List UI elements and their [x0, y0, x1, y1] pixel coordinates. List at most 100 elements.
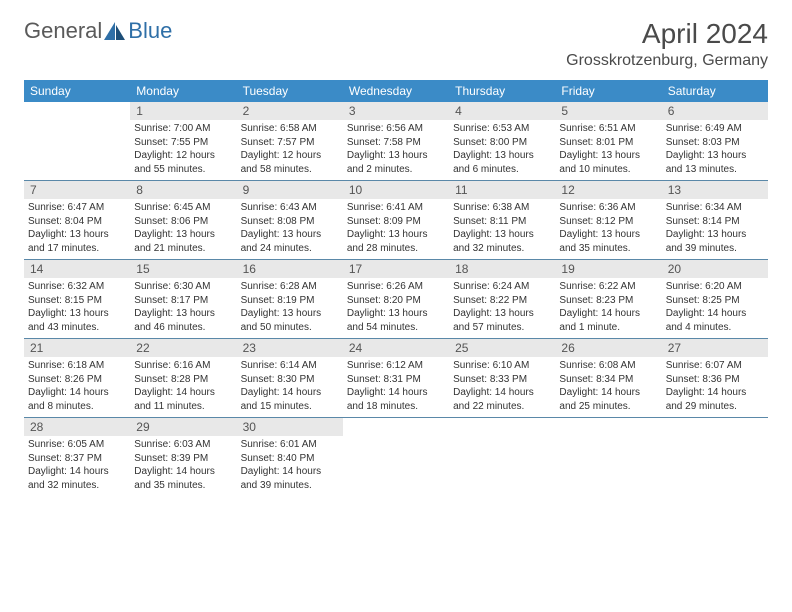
day-sunset: Sunset: 8:12 PM: [559, 215, 657, 229]
day-daylight2: and 17 minutes.: [28, 242, 126, 256]
day-body: Sunrise: 6:01 AMSunset: 8:40 PMDaylight:…: [237, 436, 343, 496]
day-sunset: Sunset: 7:57 PM: [241, 136, 339, 150]
day-number: 20: [662, 260, 768, 278]
day-daylight1: Daylight: 12 hours: [241, 149, 339, 163]
day-daylight1: Daylight: 13 hours: [559, 228, 657, 242]
day-sunrise: Sunrise: 6:34 AM: [666, 201, 764, 215]
day-sunrise: Sunrise: 6:14 AM: [241, 359, 339, 373]
day-sunrise: Sunrise: 6:26 AM: [347, 280, 445, 294]
day-sunset: Sunset: 8:20 PM: [347, 294, 445, 308]
month-title: April 2024: [566, 18, 768, 50]
day-sunset: Sunset: 8:26 PM: [28, 373, 126, 387]
day-daylight2: and 32 minutes.: [453, 242, 551, 256]
day-sunset: Sunset: 8:00 PM: [453, 136, 551, 150]
weekday-header: Sunday: [24, 80, 130, 102]
day-daylight2: and 4 minutes.: [666, 321, 764, 335]
calendar-day: 21Sunrise: 6:18 AMSunset: 8:26 PMDayligh…: [24, 339, 130, 417]
day-daylight1: Daylight: 13 hours: [28, 307, 126, 321]
day-body: Sunrise: 6:12 AMSunset: 8:31 PMDaylight:…: [343, 357, 449, 417]
day-daylight1: Daylight: 12 hours: [134, 149, 232, 163]
day-body: [343, 422, 449, 428]
day-daylight1: Daylight: 13 hours: [28, 228, 126, 242]
day-sunrise: Sunrise: 6:18 AM: [28, 359, 126, 373]
weekday-header: Saturday: [662, 80, 768, 102]
day-number: 4: [449, 102, 555, 120]
calendar-day: 7Sunrise: 6:47 AMSunset: 8:04 PMDaylight…: [24, 181, 130, 259]
calendar-day: 6Sunrise: 6:49 AMSunset: 8:03 PMDaylight…: [662, 102, 768, 180]
day-number: 10: [343, 181, 449, 199]
day-sunset: Sunset: 8:11 PM: [453, 215, 551, 229]
day-number: 1: [130, 102, 236, 120]
day-daylight1: Daylight: 14 hours: [134, 465, 232, 479]
day-sunrise: Sunrise: 6:07 AM: [666, 359, 764, 373]
day-daylight1: Daylight: 13 hours: [666, 149, 764, 163]
day-body: Sunrise: 6:18 AMSunset: 8:26 PMDaylight:…: [24, 357, 130, 417]
day-daylight2: and 21 minutes.: [134, 242, 232, 256]
day-sunrise: Sunrise: 6:56 AM: [347, 122, 445, 136]
day-daylight1: Daylight: 13 hours: [453, 307, 551, 321]
weekday-header-row: Sunday Monday Tuesday Wednesday Thursday…: [24, 80, 768, 102]
day-daylight2: and 29 minutes.: [666, 400, 764, 414]
calendar-day: 3Sunrise: 6:56 AMSunset: 7:58 PMDaylight…: [343, 102, 449, 180]
day-body: Sunrise: 7:00 AMSunset: 7:55 PMDaylight:…: [130, 120, 236, 180]
calendar-day: 11Sunrise: 6:38 AMSunset: 8:11 PMDayligh…: [449, 181, 555, 259]
day-body: Sunrise: 6:05 AMSunset: 8:37 PMDaylight:…: [24, 436, 130, 496]
day-number: 19: [555, 260, 661, 278]
calendar-day: 4Sunrise: 6:53 AMSunset: 8:00 PMDaylight…: [449, 102, 555, 180]
day-daylight2: and 35 minutes.: [134, 479, 232, 493]
calendar-day: 9Sunrise: 6:43 AMSunset: 8:08 PMDaylight…: [237, 181, 343, 259]
day-sunrise: Sunrise: 6:12 AM: [347, 359, 445, 373]
day-sunrise: Sunrise: 6:28 AM: [241, 280, 339, 294]
day-number: 11: [449, 181, 555, 199]
day-sunset: Sunset: 8:28 PM: [134, 373, 232, 387]
day-body: Sunrise: 6:32 AMSunset: 8:15 PMDaylight:…: [24, 278, 130, 338]
day-daylight2: and 43 minutes.: [28, 321, 126, 335]
day-daylight1: Daylight: 13 hours: [347, 228, 445, 242]
day-daylight1: Daylight: 13 hours: [347, 149, 445, 163]
logo: General Blue: [24, 18, 172, 44]
day-sunset: Sunset: 8:19 PM: [241, 294, 339, 308]
title-block: April 2024 Grosskrotzenburg, Germany: [566, 18, 768, 70]
day-number: 7: [24, 181, 130, 199]
day-sunrise: Sunrise: 6:32 AM: [28, 280, 126, 294]
calendar-day: 20Sunrise: 6:20 AMSunset: 8:25 PMDayligh…: [662, 260, 768, 338]
day-sunset: Sunset: 8:40 PM: [241, 452, 339, 466]
day-sunrise: Sunrise: 6:49 AM: [666, 122, 764, 136]
day-daylight2: and 57 minutes.: [453, 321, 551, 335]
day-sunset: Sunset: 8:34 PM: [559, 373, 657, 387]
day-body: Sunrise: 6:10 AMSunset: 8:33 PMDaylight:…: [449, 357, 555, 417]
day-body: Sunrise: 6:41 AMSunset: 8:09 PMDaylight:…: [343, 199, 449, 259]
calendar-day: 8Sunrise: 6:45 AMSunset: 8:06 PMDaylight…: [130, 181, 236, 259]
day-daylight2: and 1 minute.: [559, 321, 657, 335]
day-number: 12: [555, 181, 661, 199]
logo-text-general: General: [24, 18, 102, 44]
day-number: 16: [237, 260, 343, 278]
day-body: Sunrise: 6:56 AMSunset: 7:58 PMDaylight:…: [343, 120, 449, 180]
calendar-week: 1Sunrise: 7:00 AMSunset: 7:55 PMDaylight…: [24, 102, 768, 181]
day-sunset: Sunset: 8:36 PM: [666, 373, 764, 387]
day-sunset: Sunset: 8:14 PM: [666, 215, 764, 229]
day-sunset: Sunset: 8:33 PM: [453, 373, 551, 387]
logo-text-blue: Blue: [128, 18, 172, 44]
day-number: 5: [555, 102, 661, 120]
day-daylight1: Daylight: 14 hours: [559, 386, 657, 400]
weekday-header: Monday: [130, 80, 236, 102]
calendar-day: [24, 102, 130, 180]
calendar-day: 2Sunrise: 6:58 AMSunset: 7:57 PMDaylight…: [237, 102, 343, 180]
day-daylight1: Daylight: 14 hours: [559, 307, 657, 321]
day-body: Sunrise: 6:07 AMSunset: 8:36 PMDaylight:…: [662, 357, 768, 417]
day-number: 2: [237, 102, 343, 120]
day-number: 21: [24, 339, 130, 357]
calendar-day: 16Sunrise: 6:28 AMSunset: 8:19 PMDayligh…: [237, 260, 343, 338]
day-daylight1: Daylight: 13 hours: [559, 149, 657, 163]
calendar-day: 26Sunrise: 6:08 AMSunset: 8:34 PMDayligh…: [555, 339, 661, 417]
day-daylight2: and 54 minutes.: [347, 321, 445, 335]
calendar-day: 17Sunrise: 6:26 AMSunset: 8:20 PMDayligh…: [343, 260, 449, 338]
day-number: 24: [343, 339, 449, 357]
day-number: 25: [449, 339, 555, 357]
calendar-day: [449, 418, 555, 496]
day-number: 15: [130, 260, 236, 278]
location: Grosskrotzenburg, Germany: [566, 52, 768, 70]
day-body: Sunrise: 6:26 AMSunset: 8:20 PMDaylight:…: [343, 278, 449, 338]
day-daylight2: and 35 minutes.: [559, 242, 657, 256]
